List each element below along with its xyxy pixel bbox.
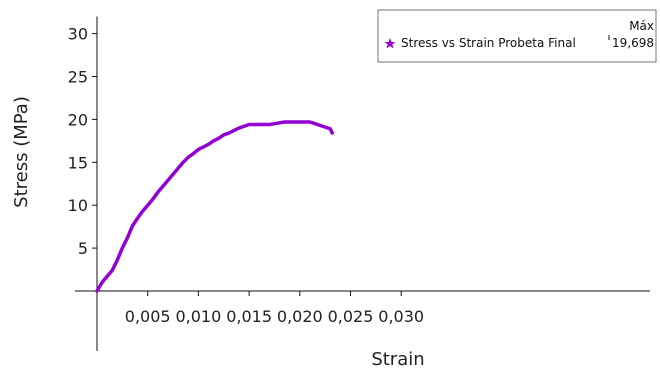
x-tick-label: 0,020 — [277, 307, 323, 326]
y-tick-label: 5 — [78, 239, 88, 258]
y-tick-label: 15 — [68, 153, 88, 172]
y-tick-label: 25 — [68, 68, 88, 87]
series-line — [95, 120, 334, 293]
y-tick-label: 20 — [68, 110, 88, 129]
x-tick-label: 0,030 — [378, 307, 424, 326]
legend: Máx Stress vs Strain Probeta Final 19,69… — [377, 9, 657, 63]
x-axis-title: Strain — [371, 349, 424, 370]
legend-max-header: Máx — [629, 19, 654, 33]
x-tick-label: 0,010 — [175, 307, 221, 326]
y-tick-label: 30 — [68, 25, 88, 44]
x-tick-label: 0,005 — [125, 307, 171, 326]
x-tick-label: 0,015 — [226, 307, 272, 326]
legend-series-name: Stress vs Strain Probeta Final — [401, 36, 576, 50]
legend-series-max: 19,698 — [612, 36, 654, 50]
y-tick-label: 10 — [68, 196, 88, 215]
star-icon — [384, 38, 396, 49]
legend-box — [377, 9, 657, 63]
y-axis-title: Stress (MPa) — [11, 96, 32, 208]
x-tick-label: 0,025 — [328, 307, 374, 326]
